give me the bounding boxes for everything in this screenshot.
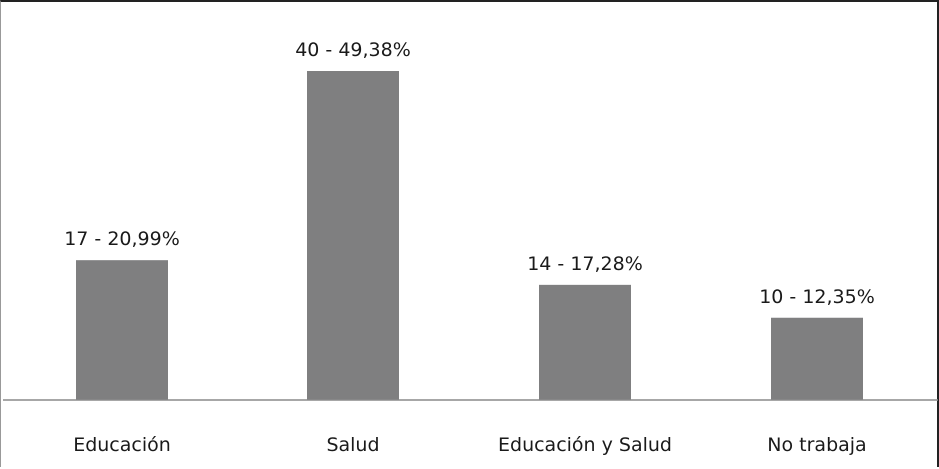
- data-label-3: 10 - 12,35%: [759, 286, 875, 308]
- data-label-0: 17 - 20,99%: [64, 228, 180, 250]
- x-tick-label-1: Salud: [326, 434, 379, 456]
- x-tick-label-3: No trabaja: [767, 434, 866, 456]
- bar-1: [307, 71, 399, 400]
- labels-layer: 17 - 20,99% Educación 40 - 49,38% Salud 14 -…: [64, 39, 875, 456]
- bars-layer: [76, 71, 863, 400]
- data-label-1: 40 - 49,38%: [295, 39, 411, 61]
- bar-3: [771, 317, 863, 400]
- data-label-2: 14 - 17,28%: [527, 253, 643, 275]
- x-tick-label-2: Educación y Salud: [498, 434, 672, 456]
- x-tick-label-0: Educación: [73, 434, 171, 456]
- bar-2: [539, 284, 631, 400]
- bar-0: [76, 260, 168, 400]
